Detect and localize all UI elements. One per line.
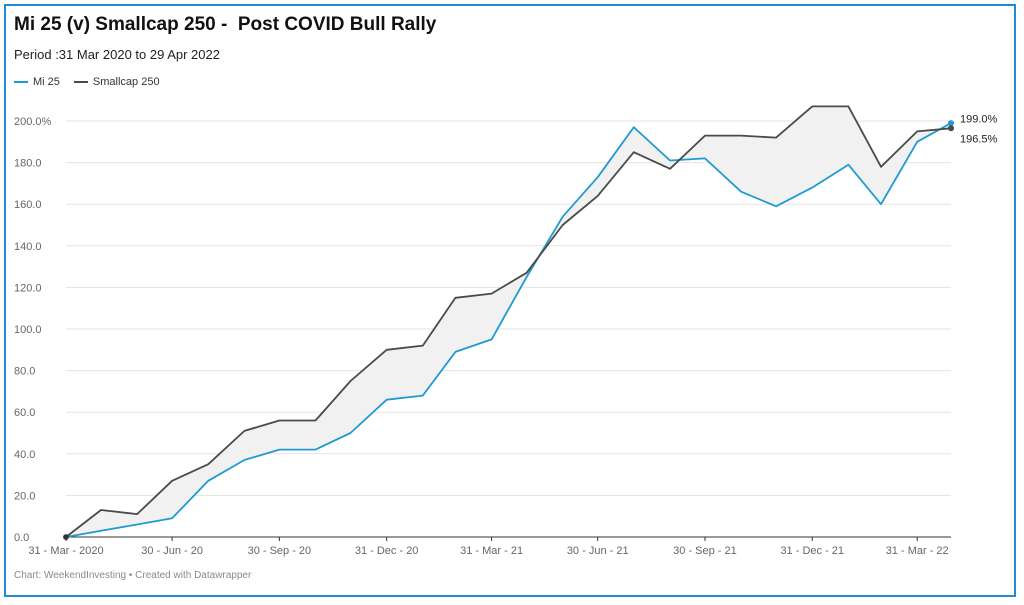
legend: Mi 25 Smallcap 250 — [14, 76, 160, 88]
end-point-mi25 — [948, 120, 954, 127]
y-tick-label: 180.0 — [14, 158, 42, 170]
legend-swatch-smallcap250 — [73, 81, 88, 83]
series-line-smallcap250 — [65, 105, 952, 538]
y-tick-label: 200.0% — [14, 116, 52, 128]
end-point-smallcap250 — [948, 125, 954, 132]
end-label-mi25: 199.0% — [960, 114, 998, 126]
chart-subtitle: Period :31 Mar 2020 to 29 Apr 2022 — [14, 47, 220, 62]
y-tick-label: 100.0 — [14, 324, 42, 336]
series-line-mi25 — [65, 122, 952, 538]
x-tick-label: 31 - Mar - 2020 — [28, 545, 103, 557]
legend-label-smallcap250: Smallcap 250 — [92, 76, 160, 88]
y-tick-label: 0.0 — [14, 532, 29, 544]
y-tick-label: 60.0 — [14, 407, 35, 419]
x-tick-label: 31 - Dec - 20 — [355, 545, 419, 557]
x-tick-label: 30 - Jun - 20 — [141, 545, 203, 557]
legend-item-smallcap250: Smallcap 250 — [73, 76, 160, 88]
x-tick-label: 31 - Dec - 21 — [780, 545, 844, 557]
y-tick-label: 160.0 — [14, 199, 42, 211]
y-tick-label: 40.0 — [14, 449, 35, 461]
x-tick-label: 30 - Jun - 21 — [567, 545, 629, 557]
x-tick-label: 31 - Mar - 21 — [460, 545, 523, 557]
y-tick-label: 80.0 — [14, 366, 35, 378]
legend-item-mi25: Mi 25 — [14, 76, 60, 88]
chart-footer: Chart: WeekendInvesting • Created with D… — [14, 570, 252, 581]
chart-title: Mi 25 (v) Smallcap 250 - Post COVID Bull… — [14, 14, 437, 35]
legend-swatch-mi25 — [14, 81, 28, 83]
legend-label-mi25: Mi 25 — [33, 76, 60, 88]
series-gap-area — [66, 106, 951, 538]
x-tick-label: 30 - Sep - 20 — [248, 545, 312, 557]
y-tick-label: 120.0 — [14, 282, 42, 294]
x-tick-label: 31 - Mar - 22 — [886, 545, 949, 557]
start-point-smallcap250 — [63, 534, 69, 540]
x-tick-label: 30 - Sep - 21 — [673, 545, 737, 557]
y-tick-label: 20.0 — [14, 490, 35, 502]
end-label-smallcap250: 196.5% — [960, 133, 998, 145]
y-tick-label: 140.0 — [14, 241, 42, 253]
